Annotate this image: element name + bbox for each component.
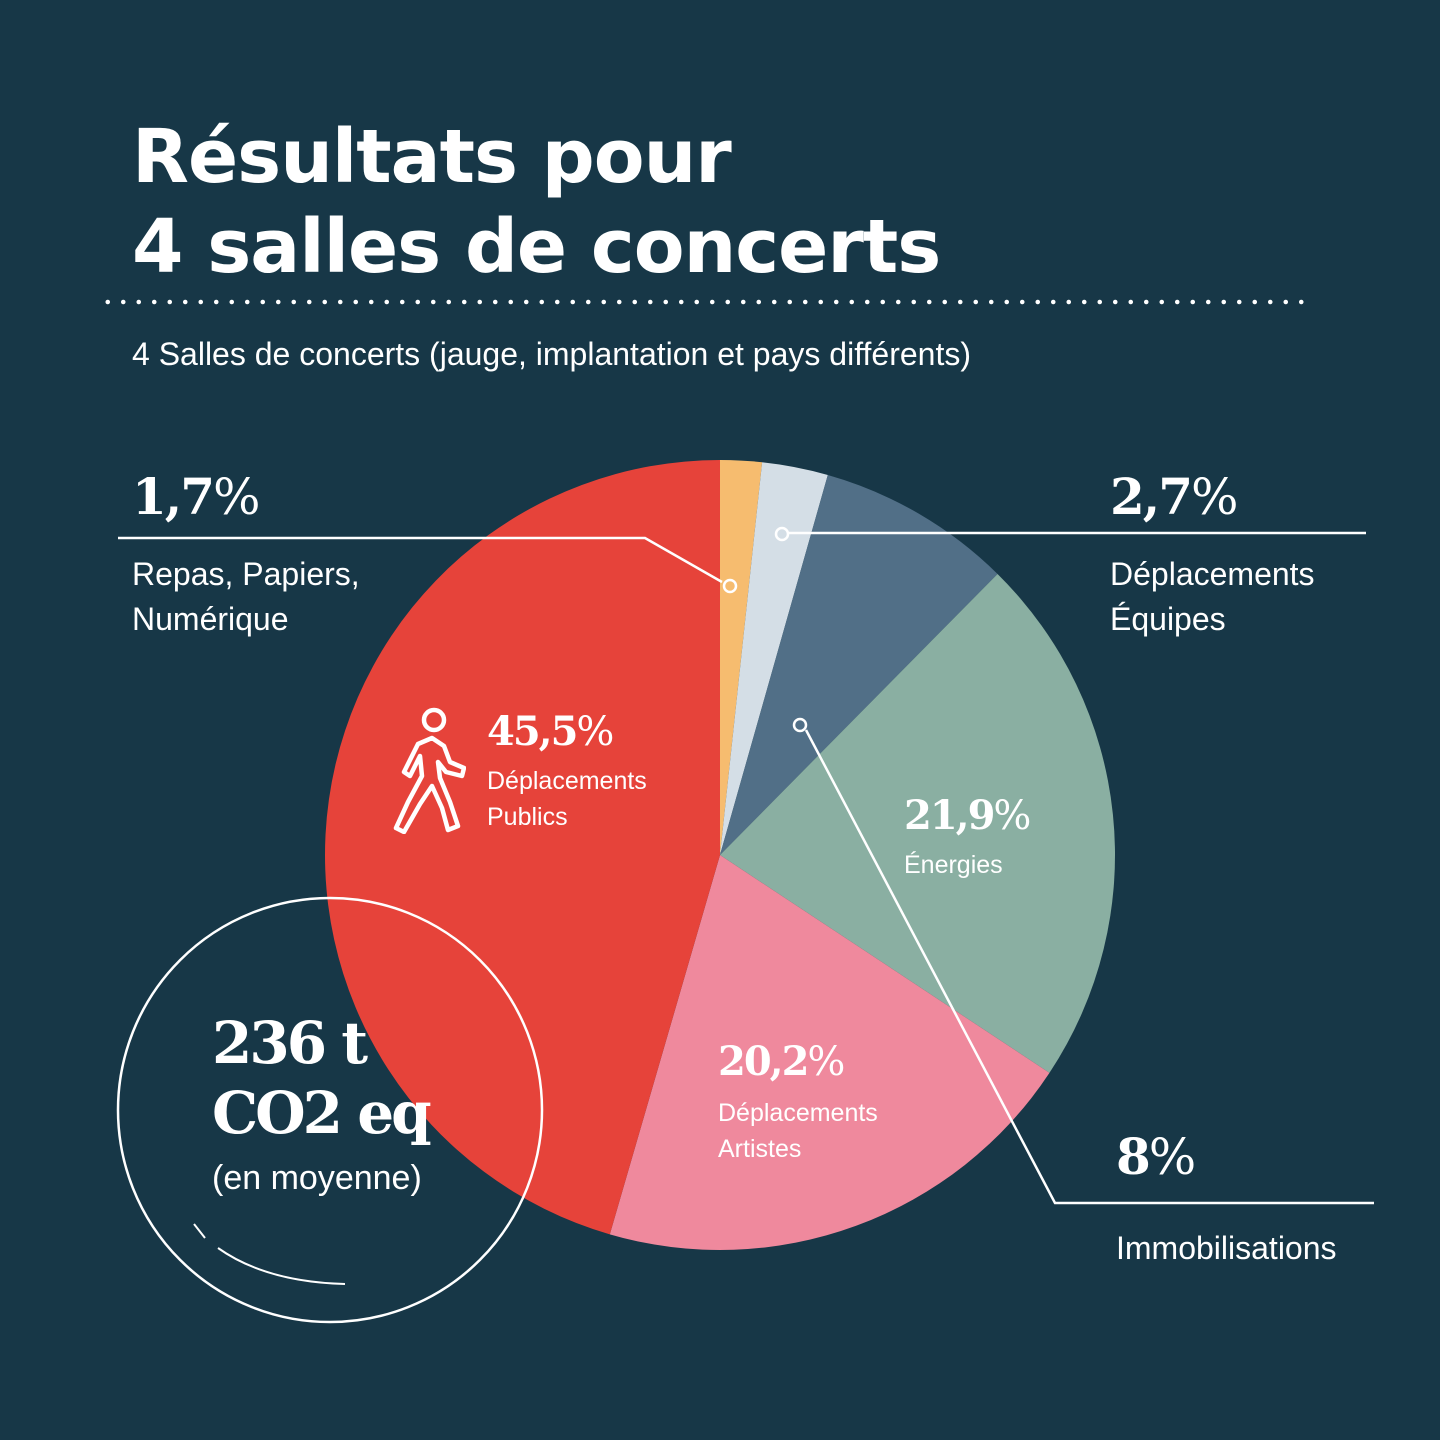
- leader-line-immobilisations: [804, 729, 1374, 1205]
- value-artistes-number: 20,2: [718, 1038, 809, 1085]
- leader-line-repas: [118, 536, 723, 584]
- label-artistes: Déplacements Artistes: [718, 1096, 878, 1167]
- title-line-2: 4 salles de concerts: [132, 204, 941, 290]
- value-immobilisations-number: 8: [1116, 1127, 1151, 1186]
- label-equipes-line-1: Déplacements: [1110, 556, 1315, 592]
- value-equipes-percent: %: [1191, 468, 1239, 526]
- label-repas-line-2: Numérique: [132, 601, 289, 638]
- total-circle-ring: [116, 896, 544, 1324]
- value-repas-percent: %: [213, 468, 261, 526]
- value-immobilisations-percent: %: [1148, 1128, 1197, 1186]
- page-title: Résultats pour 4 salles de concerts: [132, 112, 941, 292]
- pie-slice--nergies: [720, 573, 1115, 1073]
- title-line-1: Résultats pour: [132, 114, 732, 200]
- total-circle: [116, 896, 544, 1324]
- dotted-divider: [100, 298, 1310, 306]
- label-repas-line-1: Repas, Papiers,: [132, 556, 360, 592]
- pie-slice-repas-papiers-num-rique: [720, 460, 763, 855]
- inner-arc-accent: [217, 1247, 346, 1285]
- leader-dot-equipes: [774, 526, 790, 542]
- label-publics-line-1: Déplacements: [487, 767, 647, 795]
- label-energies: Énergies: [904, 848, 1003, 884]
- label-immobilisations-line-1: Immobilisations: [1116, 1230, 1337, 1266]
- total-line-2: CO2 eq: [212, 1079, 432, 1147]
- value-energies-percent: %: [993, 793, 1032, 839]
- inner-tick-accent: [193, 1223, 206, 1239]
- label-immobilisations: Immobilisations: [1116, 1226, 1337, 1271]
- leader-dot-immobilisations: [792, 717, 808, 733]
- value-repas-number: 1,7: [132, 467, 215, 526]
- value-energies: 21,9%: [904, 793, 1032, 839]
- leader-lines: [118, 526, 1374, 1205]
- label-equipes: Déplacements Équipes: [1110, 552, 1315, 643]
- pie-slice-immobilisations: [720, 474, 998, 855]
- pie-slices: [324, 460, 1115, 1250]
- value-publics-percent: %: [576, 709, 615, 755]
- value-repas: 1,7%: [132, 472, 261, 523]
- leader-dot-repas: [722, 578, 738, 594]
- value-equipes: 2,7%: [1110, 472, 1239, 523]
- subtitle: 4 Salles de concerts (jauge, implantatio…: [132, 336, 971, 372]
- total-emissions-note: (en moyenne): [212, 1159, 422, 1197]
- value-immobilisations: 8%: [1116, 1132, 1196, 1183]
- value-artistes-percent: %: [807, 1039, 846, 1085]
- value-publics-number: 45,5: [487, 708, 578, 755]
- total-line-1: 236 t: [212, 1009, 368, 1077]
- value-equipes-number: 2,7: [1110, 467, 1193, 526]
- pie-slice-d-placements-quipes: [720, 462, 828, 855]
- label-energies-line-1: Énergies: [904, 851, 1003, 879]
- label-publics: Déplacements Publics: [487, 764, 647, 835]
- label-repas: Repas, Papiers, Numérique: [132, 552, 360, 643]
- value-energies-number: 21,9: [904, 792, 995, 839]
- value-publics: 45,5%: [487, 709, 615, 755]
- label-artistes-line-2: Artistes: [718, 1134, 802, 1163]
- label-equipes-line-2: Équipes: [1110, 601, 1226, 638]
- label-publics-line-2: Publics: [487, 802, 568, 831]
- walking-person-icon: [393, 707, 466, 834]
- pie-slice-d-placements-publics: [324, 460, 720, 1235]
- value-artistes: 20,2%: [718, 1039, 846, 1085]
- label-artistes-line-1: Déplacements: [718, 1099, 878, 1127]
- pie-slice-d-placements-artistes: [609, 855, 1050, 1250]
- total-circle-accent: [193, 1223, 346, 1285]
- total-emissions-value: 236 t CO2 eq: [212, 1008, 432, 1148]
